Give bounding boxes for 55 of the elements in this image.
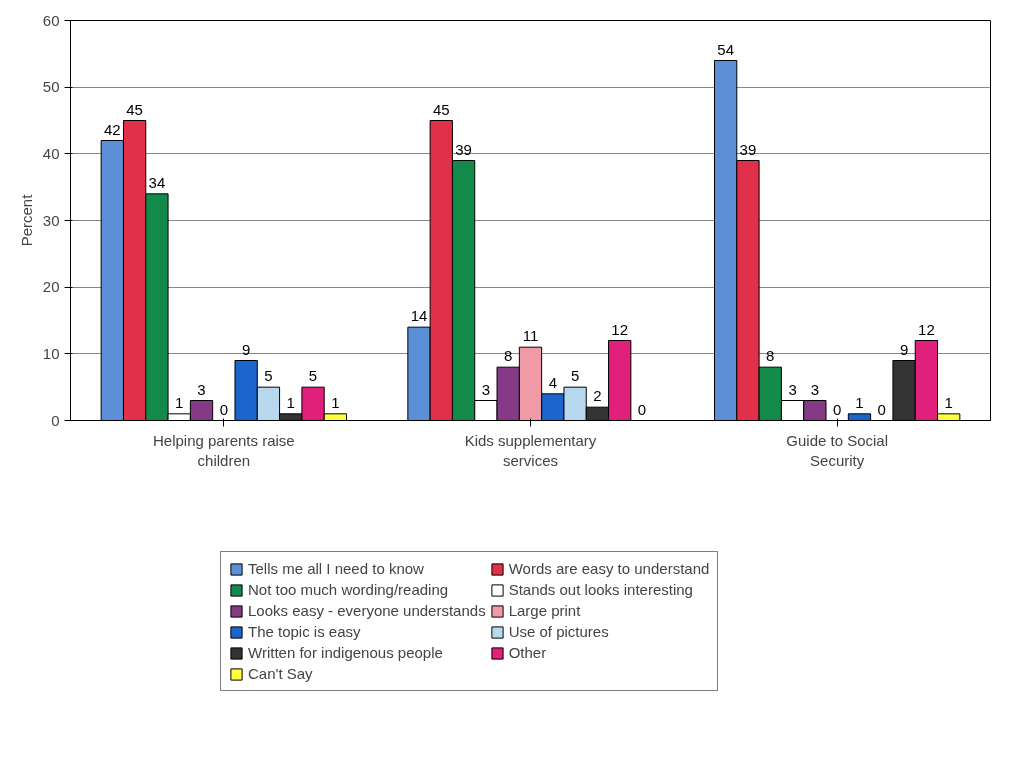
data-label: 0	[219, 400, 229, 418]
data-label: 5	[570, 367, 580, 385]
data-label: 14	[410, 307, 428, 325]
data-label: 2	[593, 387, 602, 405]
legend-label: The topic is easy	[248, 623, 361, 640]
legend-label: Looks easy - everyone understands	[248, 602, 486, 619]
data-label: 34	[148, 173, 166, 191]
data-label: 3	[788, 380, 797, 398]
data-label: 12	[918, 320, 935, 338]
data-label: 0	[637, 400, 647, 418]
data-label: 1	[175, 393, 184, 411]
data-label: 1	[944, 393, 953, 411]
data-label: 12	[611, 320, 629, 338]
legend-label: Written for indigenous people	[248, 644, 443, 661]
legend-label: Large print	[508, 602, 581, 619]
legend-label: Other	[508, 644, 547, 661]
data-label: 9	[241, 340, 251, 358]
y-tick-label: 10	[42, 344, 60, 362]
y-tick-label: 60	[42, 11, 60, 29]
data-label: 45	[126, 100, 143, 118]
data-label: 9	[899, 340, 909, 358]
data-label: 0	[877, 400, 886, 418]
data-label: 42	[103, 120, 121, 138]
y-tick-label: 50	[42, 78, 60, 96]
data-label: 3	[810, 380, 820, 398]
data-label: 45	[432, 100, 450, 118]
data-label: 4	[548, 373, 557, 391]
data-label: 3	[197, 380, 206, 398]
legend-label: Can't Say	[248, 665, 313, 682]
data-label: 1	[331, 393, 340, 411]
legend-label: Not too much wording/reading	[248, 581, 449, 598]
legend-label: Stands out looks interesting	[508, 581, 693, 598]
x-tick-label: Helping parents raise children	[152, 431, 295, 469]
data-label: 5	[308, 367, 318, 385]
y-axis-title: Percent	[17, 193, 35, 247]
y-tick-label: 40	[42, 144, 60, 162]
legend-label: Use of pictures	[508, 623, 609, 640]
data-label: 1	[855, 393, 864, 411]
x-tick-label: Kids supplementary services	[464, 431, 597, 469]
data-label: 11	[522, 327, 539, 345]
legend-label: Tells me all I need to know	[248, 560, 424, 577]
data-label: 8	[504, 347, 513, 365]
data-label: 39	[739, 140, 757, 158]
data-label: 0	[833, 400, 842, 418]
data-label: 8	[766, 347, 775, 365]
data-label: 54	[717, 40, 734, 58]
data-label: 5	[264, 367, 273, 385]
y-tick-label: 30	[42, 211, 60, 229]
x-tick-label: Guide to Social Security	[786, 431, 889, 469]
y-tick-label: 20	[42, 278, 60, 296]
data-label: 3	[481, 380, 491, 398]
data-label: 39	[455, 140, 472, 158]
data-label: 1	[286, 393, 295, 411]
y-tick-label: 0	[51, 411, 60, 429]
legend-label: Words are easy to understand	[508, 560, 710, 577]
